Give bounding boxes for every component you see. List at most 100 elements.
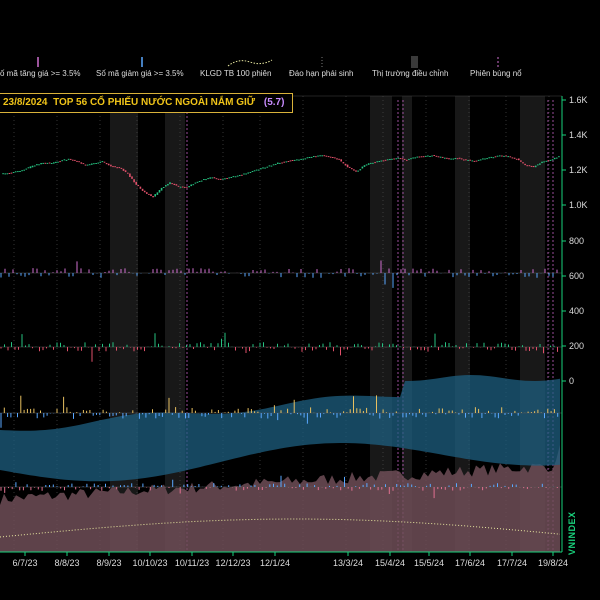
price-candle-54-1: [460, 158, 463, 160]
price-candle-30-1: [258, 169, 260, 171]
price-candle-57-3: [490, 156, 493, 158]
price-candle-11-2: [99, 161, 102, 163]
price-candle-62-0: [526, 165, 528, 167]
legend-correction-label: Thị trường điều chỉnh: [372, 69, 449, 78]
x-tick-label-6: 12/1/24: [260, 558, 290, 568]
price-candle-7-2: [65, 159, 68, 161]
price-candle-15-2: [133, 179, 135, 183]
price-candle-57-2: [488, 157, 490, 159]
price-candle-29-1: [249, 172, 252, 173]
price-candle-33-1: [283, 161, 285, 163]
price-candle-60-3: [515, 158, 518, 160]
x-tick-label-2: 8/9/23: [96, 558, 121, 568]
price-candle-0-0: [2, 173, 4, 175]
price-candle-31-3: [270, 165, 273, 167]
price-candle-6-2: [57, 161, 59, 163]
price-candle-45-2: [386, 159, 389, 161]
price-candle-8-3: [76, 160, 78, 162]
price-candle-20-0: [171, 183, 173, 185]
price-candle-55-3: [473, 160, 476, 162]
x-tick-label-1: 8/8/23: [54, 558, 79, 568]
price-candle-7-0: [61, 160, 63, 162]
chart-title-box: 23/8/2024 TOP 56 CỔ PHIẾU NƯỚC NGOÀI NẮM…: [0, 93, 294, 113]
price-candle-45-3: [389, 159, 391, 160]
price-candle-30-3: [262, 167, 264, 169]
price-candle-2-2: [23, 169, 25, 171]
x-tick-label-10: 17/6/24: [455, 558, 485, 568]
title-date: 23/8/2024: [3, 97, 48, 108]
x-tick-label-5: 12/12/23: [215, 558, 250, 568]
price-candle-45-1: [384, 159, 387, 161]
price-candle-44-3: [380, 160, 383, 162]
price-candle-36-2: [310, 156, 313, 158]
price-candle-51-1: [435, 155, 438, 157]
price-candle-24-0: [205, 179, 207, 181]
price-candle-65-1: [553, 157, 556, 160]
price-candle-44-1: [376, 161, 378, 163]
price-candle-31-0: [264, 167, 266, 169]
price-candle-17-3: [152, 196, 154, 198]
price-candle-32-1: [274, 163, 277, 165]
price-candle-38-0: [323, 155, 326, 157]
price-candle-10-0: [86, 164, 89, 166]
price-candle-4-0: [36, 164, 38, 166]
price-candle-39-3: [338, 158, 340, 160]
price-candle-20-3: [177, 185, 180, 187]
price-candle-46-2: [395, 158, 397, 160]
price-candle-41-3: [355, 170, 357, 172]
x-tick-label-9: 15/5/24: [414, 558, 444, 568]
price-candle-59-2: [505, 155, 507, 157]
price-candle-56-1: [477, 159, 480, 161]
price-candle-10-3: [93, 163, 95, 165]
y-tick-label-3: 1.0K: [569, 200, 588, 210]
price-candle-30-0: [255, 169, 258, 171]
price-candle-39-2: [336, 158, 338, 160]
price-candle-2-1: [21, 170, 23, 172]
price-candle-21-1: [181, 186, 184, 188]
price-candle-56-2: [479, 159, 482, 161]
price-candle-18-2: [158, 190, 161, 193]
price-candle-54-2: [463, 159, 465, 161]
price-candle-4-2: [40, 163, 42, 165]
price-candle-3-3: [34, 165, 36, 167]
price-candle-50-1: [427, 155, 429, 157]
price-candle-26-1: [224, 178, 226, 180]
x-tick-label-0: 6/7/23: [12, 558, 37, 568]
price-candle-12-2: [107, 163, 110, 166]
price-candle-42-2: [361, 166, 364, 169]
price-candle-1-0: [10, 172, 13, 174]
price-candle-45-0: [382, 160, 385, 162]
price-candle-11-0: [95, 163, 97, 164]
price-candle-42-1: [359, 169, 362, 171]
price-candle-5-2: [48, 162, 51, 164]
price-candle-47-3: [406, 159, 408, 161]
price-candle-34-0: [289, 160, 292, 162]
price-candle-46-1: [393, 158, 395, 160]
price-candle-2-3: [25, 168, 28, 170]
price-candle-49-3: [422, 156, 425, 158]
price-candle-29-0: [247, 172, 249, 174]
klgd-average-line: [0, 518, 561, 538]
legend-down-label: Số mã giảm giá >= 3.5%: [96, 69, 184, 78]
price-candle-20-1: [173, 183, 176, 185]
price-candle-18-1: [156, 192, 159, 195]
price-candle-63-2: [539, 163, 541, 165]
price-candle-62-2: [530, 165, 533, 167]
x-tick-label-7: 13/3/24: [333, 558, 363, 568]
title-text: TOP 56 CỔ PHIẾU NƯỚC NGOÀI NẮM GIỮ: [53, 97, 256, 108]
price-candle-39-1: [334, 157, 336, 159]
legend: ố mã tăng giá >= 3.5% Số mã giảm giá >= …: [0, 56, 600, 88]
price-candle-23-1: [198, 181, 201, 182]
price-candle-16-0: [137, 184, 140, 187]
price-candle-13-2: [116, 167, 118, 169]
price-candle-29-3: [253, 170, 256, 172]
price-candle-62-3: [532, 166, 535, 168]
price-candle-61-2: [522, 162, 524, 164]
price-candle-55-2: [471, 160, 474, 162]
price-candle-31-1: [266, 166, 269, 168]
price-candle-19-2: [167, 184, 169, 186]
price-candle-64-2: [547, 160, 550, 162]
price-candle-15-3: [135, 181, 137, 185]
price-candle-36-0: [306, 157, 309, 159]
price-candle-23-0: [196, 181, 199, 183]
